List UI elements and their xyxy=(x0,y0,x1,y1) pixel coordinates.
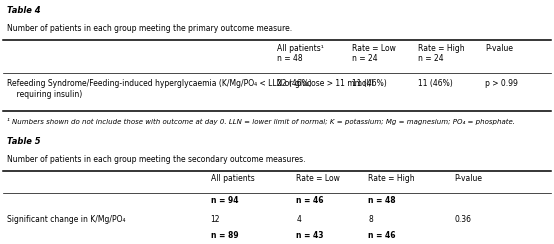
Text: Significant change in K/Mg/PO₄: Significant change in K/Mg/PO₄ xyxy=(7,215,125,224)
Text: ¹ Numbers shown do not include those with outcome at day 0. LLN = lower limit of: ¹ Numbers shown do not include those wit… xyxy=(7,118,515,125)
Text: Rate = Low: Rate = Low xyxy=(296,174,340,183)
Text: Table 4: Table 4 xyxy=(7,6,40,15)
Text: Table 5: Table 5 xyxy=(7,137,40,146)
Text: Rate = Low
n = 24: Rate = Low n = 24 xyxy=(352,44,396,63)
Text: 4: 4 xyxy=(296,215,301,224)
Text: P-value: P-value xyxy=(454,174,483,183)
Text: Number of patients in each group meeting the secondary outcome measures.: Number of patients in each group meeting… xyxy=(7,155,305,164)
Text: n = 94: n = 94 xyxy=(211,196,238,205)
Text: 0.36: 0.36 xyxy=(454,215,471,224)
Text: n = 48: n = 48 xyxy=(368,196,396,205)
Text: 22 (46%): 22 (46%) xyxy=(277,79,312,88)
Text: Rate = High
n = 24: Rate = High n = 24 xyxy=(418,44,465,63)
Text: Refeeding Syndrome/Feeding-induced hyperglycaemia (K/Mg/PO₄ < LLN or glucose > 1: Refeeding Syndrome/Feeding-induced hyper… xyxy=(7,79,373,99)
Text: Number of patients in each group meeting the primary outcome measure.: Number of patients in each group meeting… xyxy=(7,24,292,33)
Text: Rate = High: Rate = High xyxy=(368,174,415,183)
Text: P-value: P-value xyxy=(485,44,513,53)
Text: 11 (46%): 11 (46%) xyxy=(418,79,453,88)
Text: 12: 12 xyxy=(211,215,220,224)
Text: n = 89: n = 89 xyxy=(211,231,238,240)
Text: p > 0.99: p > 0.99 xyxy=(485,79,517,88)
Text: All patients: All patients xyxy=(211,174,254,183)
Text: 8: 8 xyxy=(368,215,373,224)
Text: n = 46: n = 46 xyxy=(296,196,324,205)
Text: n = 46: n = 46 xyxy=(368,231,396,240)
Text: 11 (46%): 11 (46%) xyxy=(352,79,387,88)
Text: n = 43: n = 43 xyxy=(296,231,324,240)
Text: All patients¹
n = 48: All patients¹ n = 48 xyxy=(277,44,324,63)
